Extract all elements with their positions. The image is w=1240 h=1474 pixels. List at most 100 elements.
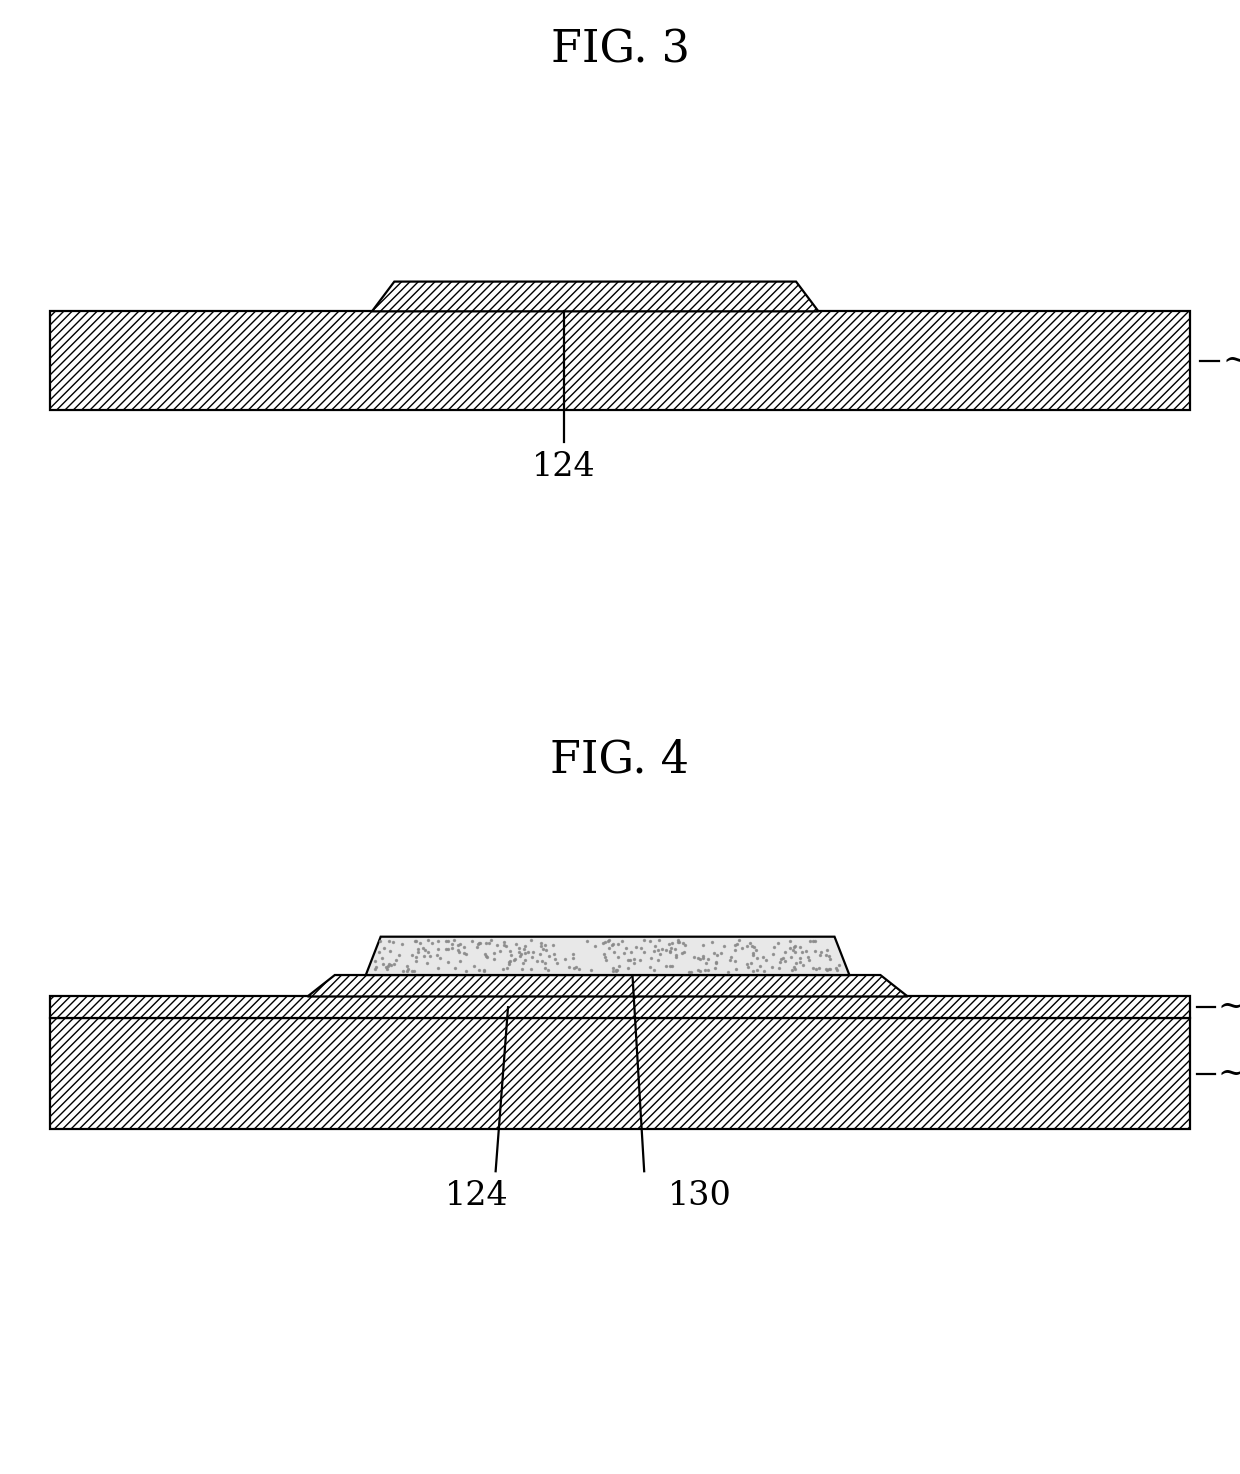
Point: [755, 948, 775, 971]
Point: [378, 955, 398, 979]
Polygon shape: [366, 936, 849, 974]
Point: [816, 943, 836, 967]
Point: [599, 936, 619, 960]
Point: [381, 954, 401, 977]
Point: [534, 951, 554, 974]
Bar: [50, 1019, 1190, 1129]
Point: [595, 945, 615, 968]
Point: [392, 932, 412, 955]
Point: [660, 939, 680, 963]
Point: [635, 940, 655, 964]
Point: [796, 939, 816, 963]
Point: [464, 955, 484, 979]
Point: [544, 942, 564, 965]
Point: [763, 942, 782, 965]
Point: [521, 957, 541, 980]
Point: [497, 957, 517, 980]
Text: ~111: ~111: [1218, 991, 1240, 1023]
Point: [688, 958, 708, 982]
Point: [706, 957, 725, 980]
Point: [644, 958, 663, 982]
Point: [538, 958, 558, 982]
Point: [753, 945, 773, 968]
Point: [603, 957, 622, 980]
Point: [764, 936, 784, 960]
Point: [630, 948, 650, 971]
Point: [754, 960, 774, 983]
Polygon shape: [372, 282, 818, 311]
Polygon shape: [308, 974, 908, 996]
Point: [641, 929, 661, 952]
Point: [678, 960, 698, 983]
Point: [476, 932, 496, 955]
Point: [536, 957, 556, 980]
Point: [450, 932, 470, 955]
Point: [675, 933, 694, 957]
Point: [469, 932, 489, 955]
Point: [599, 930, 619, 954]
Point: [743, 960, 763, 983]
Point: [820, 958, 839, 982]
Point: [533, 937, 553, 961]
Point: [693, 946, 713, 970]
Point: [718, 960, 738, 983]
Point: [518, 940, 538, 964]
Point: [454, 936, 474, 960]
Point: [661, 936, 681, 960]
Point: [438, 951, 458, 974]
Point: [763, 955, 782, 979]
Point: [428, 955, 448, 979]
Point: [448, 933, 467, 957]
Point: [817, 958, 837, 982]
Point: [402, 960, 422, 983]
Point: [707, 943, 727, 967]
Point: [689, 960, 709, 983]
Point: [404, 960, 424, 983]
Point: [748, 946, 768, 970]
Point: [768, 932, 787, 955]
Point: [496, 935, 516, 958]
Point: [775, 940, 795, 964]
Point: [714, 935, 734, 958]
Point: [670, 930, 689, 954]
Point: [454, 942, 474, 965]
Point: [547, 951, 567, 974]
Point: [516, 948, 536, 971]
Point: [531, 942, 551, 965]
Point: [393, 960, 413, 983]
Text: FIG. 3: FIG. 3: [551, 28, 689, 71]
Point: [790, 949, 810, 973]
Point: [732, 936, 751, 960]
Point: [634, 929, 653, 952]
Point: [435, 929, 455, 952]
Point: [665, 937, 684, 961]
Point: [792, 940, 812, 964]
Point: [414, 945, 434, 968]
Point: [725, 933, 745, 957]
Point: [377, 957, 397, 980]
Point: [684, 945, 704, 968]
Point: [621, 940, 641, 964]
Point: [604, 940, 624, 964]
Point: [397, 954, 417, 977]
Point: [603, 933, 622, 957]
Point: [408, 940, 428, 964]
Point: [616, 936, 636, 960]
Point: [750, 954, 770, 977]
Point: [449, 937, 469, 961]
Point: [584, 935, 604, 958]
Point: [565, 955, 585, 979]
Point: [470, 958, 490, 982]
Point: [650, 929, 670, 952]
Point: [435, 937, 455, 961]
Point: [495, 930, 515, 954]
Point: [805, 930, 825, 954]
Point: [508, 940, 528, 964]
Point: [652, 937, 672, 961]
Point: [365, 957, 384, 980]
Point: [704, 942, 724, 965]
Point: [577, 930, 596, 954]
Point: [786, 951, 806, 974]
Point: [480, 932, 500, 955]
Point: [397, 960, 417, 983]
